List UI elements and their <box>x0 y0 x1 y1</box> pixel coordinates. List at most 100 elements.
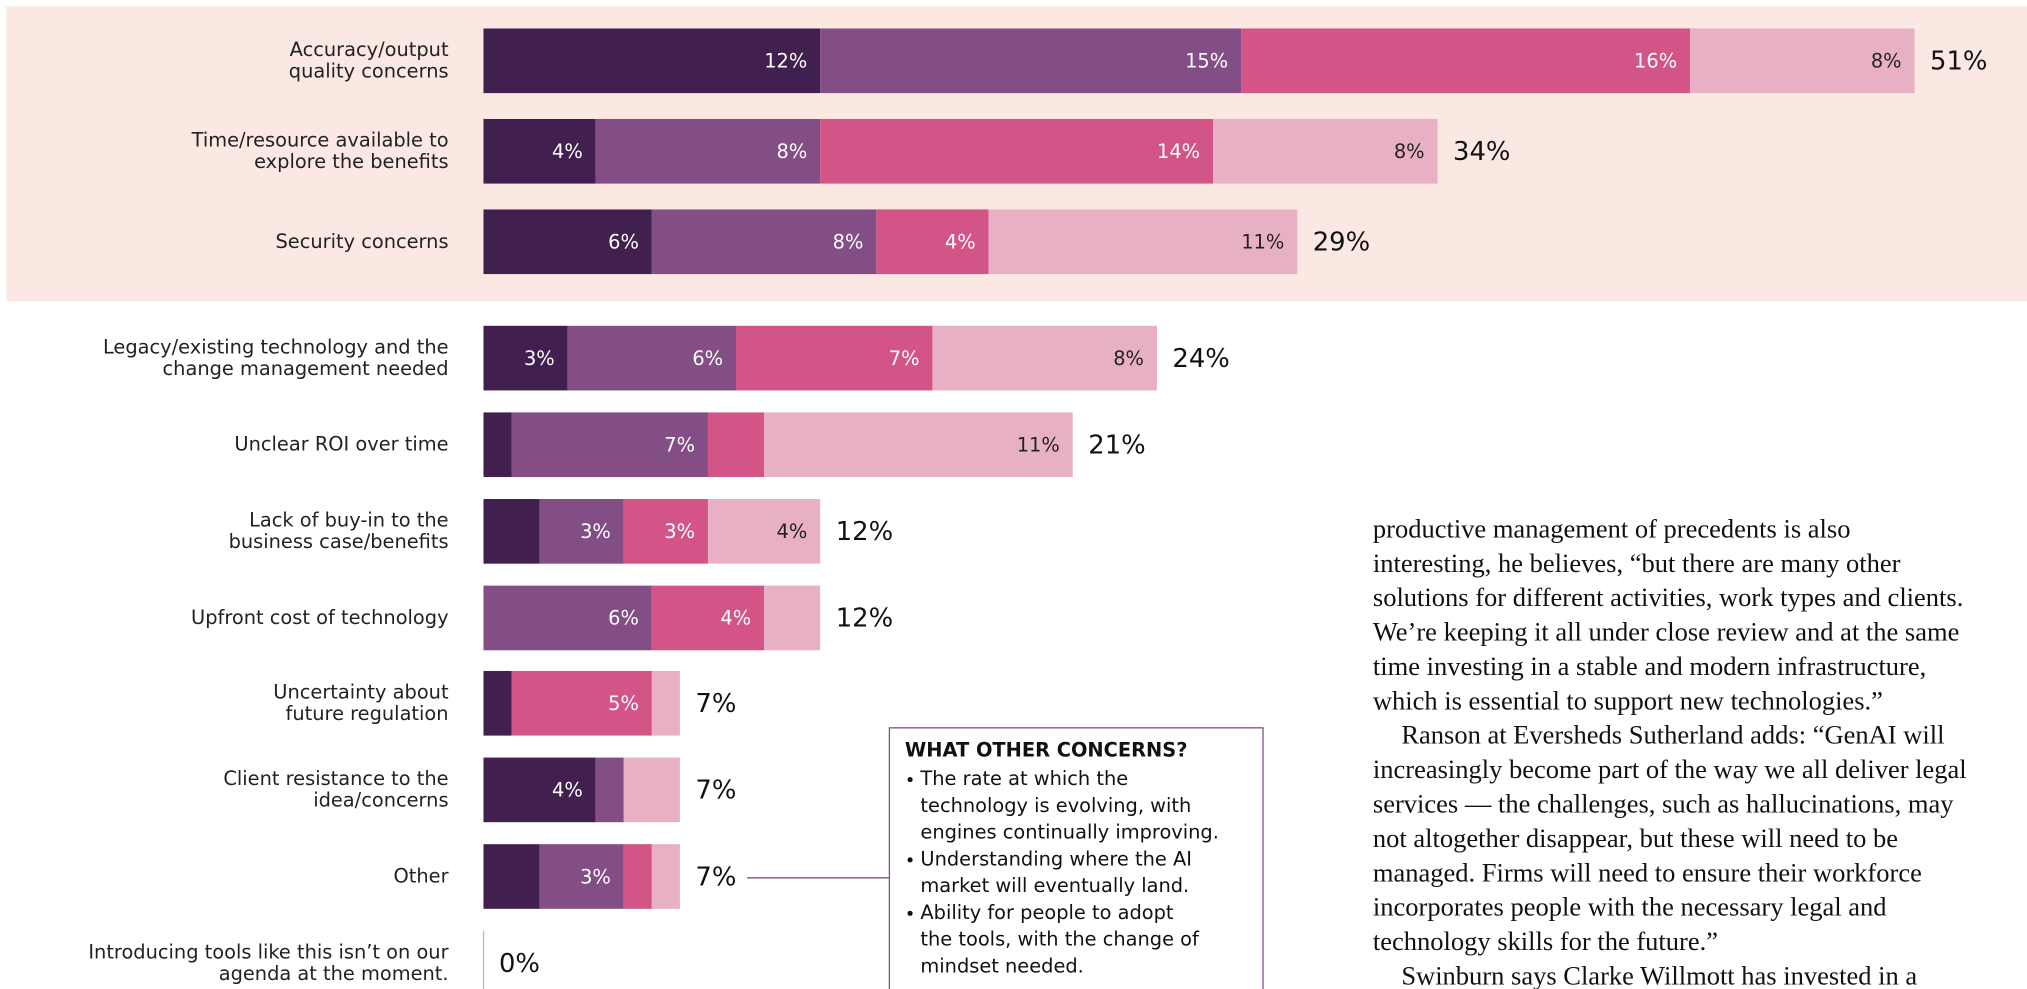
bar-segment <box>623 844 652 909</box>
segment-label: 4% <box>552 140 583 163</box>
segment-label: 11% <box>1017 434 1060 457</box>
segment-label: 7% <box>664 434 695 457</box>
segment-label: 3% <box>580 520 611 543</box>
segment-label: 4% <box>945 231 976 254</box>
segment-label: 6% <box>608 231 639 254</box>
bar-segment <box>483 757 596 823</box>
segment-label: 15% <box>1185 50 1228 73</box>
bar-segment <box>1690 28 1915 94</box>
category-label: Introducing tools like this isn’t on our… <box>88 940 448 984</box>
article-line: Swinburn says Clarke Willmott has invest… <box>1401 960 1917 989</box>
bar-segment <box>651 670 680 736</box>
article-line: incorporates people with the necessary l… <box>1373 892 1887 922</box>
bar-segment <box>764 412 1073 478</box>
segment-label: 14% <box>1157 140 1200 163</box>
bar-segment <box>820 28 1242 94</box>
total-label: 51% <box>1930 47 1987 77</box>
segment-label: 3% <box>524 347 555 370</box>
bar-segment <box>595 757 624 823</box>
segment-label: 6% <box>608 607 639 630</box>
category-label: Security concerns <box>275 229 448 252</box>
bullet <box>907 910 913 916</box>
bar-segment <box>623 757 680 823</box>
callout-item: The rate at which the <box>919 767 1128 790</box>
segment-label: 12% <box>764 50 807 73</box>
callout-item: technology is evolving, with <box>920 794 1191 817</box>
article-line: time investing in a stable and modern in… <box>1373 651 1926 681</box>
article-line: We’re keeping it all under close review … <box>1373 617 1960 647</box>
bar-segment <box>707 499 821 564</box>
article-line: Ranson at Eversheds Sutherland adds: “Ge… <box>1401 720 1944 750</box>
article-line: technology skills for the future.” <box>1373 926 1718 956</box>
article-line: increasingly become part of the way we a… <box>1373 754 1967 784</box>
bar-segment <box>483 118 596 184</box>
article-line: which is essential to support new techno… <box>1373 685 1883 715</box>
callout-item: mindset needed. <box>920 954 1083 977</box>
callout-item: Ability for people to adopt <box>920 901 1173 924</box>
segment-label: 4% <box>720 607 751 630</box>
total-label: 24% <box>1172 344 1229 374</box>
segment-label: 6% <box>692 347 723 370</box>
callout-title: WHAT OTHER CONCERNS? <box>905 739 1188 762</box>
bar-segment <box>539 499 624 564</box>
category-label: Unclear ROI over time <box>234 432 448 455</box>
callout-item: market will eventually land. <box>920 874 1189 897</box>
bar-segment <box>623 499 708 564</box>
bar-segment <box>483 499 540 564</box>
category-label: Accuracy/output quality concerns <box>289 38 449 82</box>
segment-label: 8% <box>777 140 808 163</box>
segment-label: 8% <box>1871 50 1902 73</box>
total-label: 29% <box>1313 228 1370 258</box>
total-label: 7% <box>695 862 736 892</box>
bar-segment <box>539 844 624 909</box>
bar-segment <box>595 118 821 184</box>
total-label: 34% <box>1453 137 1510 167</box>
category-label: Time/resource available to explore the be… <box>191 128 449 172</box>
bar-segment <box>511 412 708 478</box>
segment-label: 8% <box>833 231 864 254</box>
total-label: 7% <box>695 776 736 806</box>
bar-segment <box>736 325 933 391</box>
bar-segment <box>483 670 512 736</box>
bar-segment <box>707 412 765 478</box>
bar-segment <box>651 844 680 909</box>
segment-label: 7% <box>889 347 920 370</box>
bar-segment <box>483 209 652 275</box>
segment-label: 8% <box>1394 140 1425 163</box>
category-label: Other <box>394 864 449 887</box>
total-label: 12% <box>836 517 893 547</box>
bar-segment <box>876 209 989 275</box>
segment-label: 11% <box>1241 231 1284 254</box>
category-label: Client resistance to the idea/concerns <box>223 767 448 811</box>
bar-segment <box>483 325 568 391</box>
segment-label: 5% <box>608 692 639 715</box>
total-label: 12% <box>836 604 893 634</box>
bar-segment <box>483 844 540 909</box>
bar-segment <box>511 670 652 736</box>
bar-segment <box>483 585 652 651</box>
segment-label: 4% <box>777 520 808 543</box>
article-line: solutions for different activities, work… <box>1373 582 1963 612</box>
segment-label: 8% <box>1113 347 1144 370</box>
segment-label: 3% <box>664 520 695 543</box>
category-label: Uncertainty about future regulation <box>273 680 449 724</box>
bar-segment <box>483 28 821 94</box>
article-line: productive management of precedents is a… <box>1373 513 1851 543</box>
bar-segment <box>567 325 737 391</box>
segment-label: 4% <box>552 779 583 802</box>
total-label: 7% <box>695 689 736 719</box>
bullet <box>907 857 913 863</box>
bar-segment <box>764 585 821 651</box>
bar-segment <box>1213 118 1438 184</box>
category-label: Lack of buy-in to the business case/benef… <box>229 508 449 552</box>
article-line: services — the challenges, such as hallu… <box>1373 789 1954 819</box>
bar-segment <box>820 118 1214 184</box>
bar-segment <box>651 585 765 651</box>
callout-item: Understanding where the AI <box>920 847 1191 870</box>
category-label: Legacy/existing technology and the change… <box>103 335 449 379</box>
bar-segment <box>483 412 512 478</box>
bar-segment <box>1241 28 1691 94</box>
article-line: not altogether disappear, but these will… <box>1373 823 1898 853</box>
